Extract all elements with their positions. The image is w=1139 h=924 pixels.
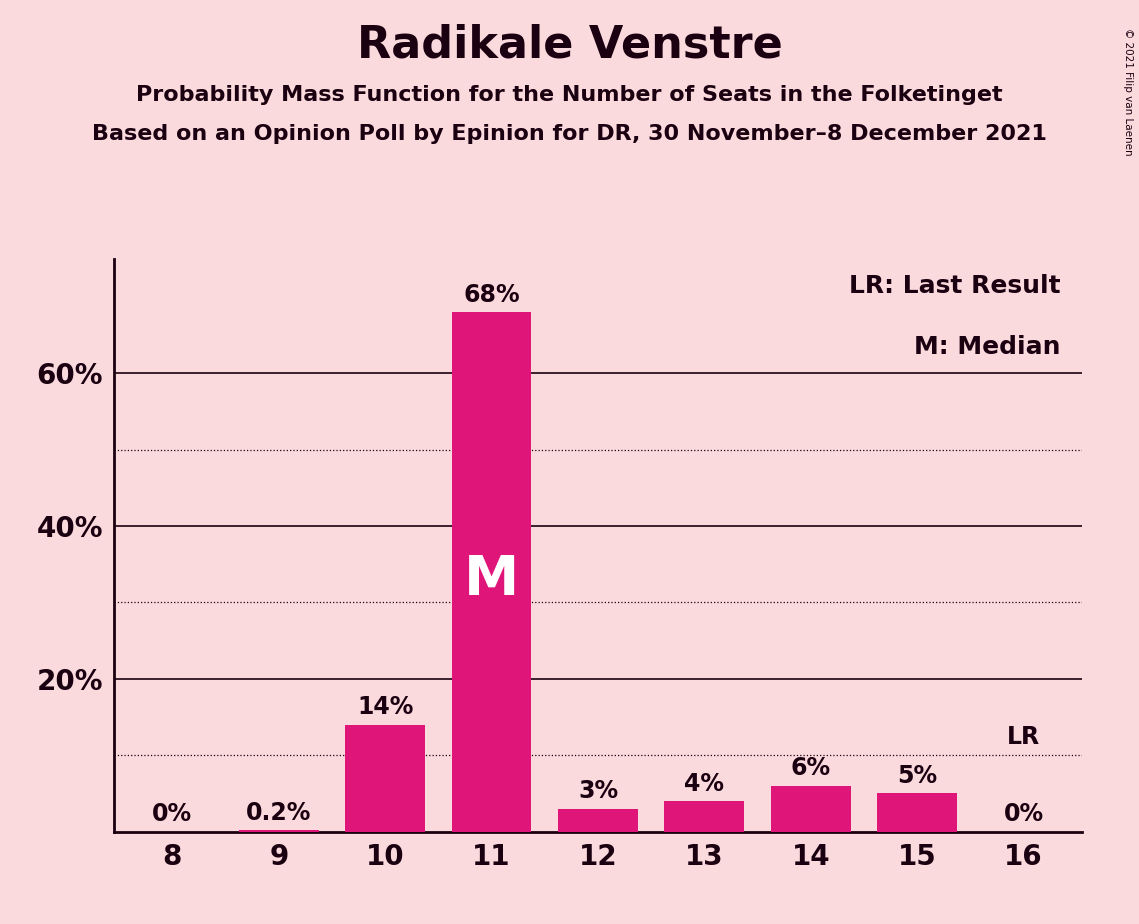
Bar <box>345 724 425 832</box>
Bar <box>558 808 638 832</box>
Text: 68%: 68% <box>464 283 519 307</box>
Text: 0%: 0% <box>153 802 192 826</box>
Text: 0%: 0% <box>1003 802 1043 826</box>
Text: Based on an Opinion Poll by Epinion for DR, 30 November–8 December 2021: Based on an Opinion Poll by Epinion for … <box>92 124 1047 144</box>
Text: 6%: 6% <box>790 757 830 781</box>
Bar <box>877 794 957 832</box>
Text: 5%: 5% <box>898 764 937 788</box>
Text: LR: LR <box>1007 725 1040 749</box>
Text: © 2021 Filip van Laenen: © 2021 Filip van Laenen <box>1123 28 1133 155</box>
Text: Probability Mass Function for the Number of Seats in the Folketinget: Probability Mass Function for the Number… <box>137 85 1002 105</box>
Text: M: M <box>464 553 519 606</box>
Text: 0.2%: 0.2% <box>246 801 311 825</box>
Text: 3%: 3% <box>577 779 618 803</box>
Text: 14%: 14% <box>357 696 413 719</box>
Bar <box>239 830 319 832</box>
Text: LR: Last Result: LR: Last Result <box>850 274 1060 298</box>
Text: M: Median: M: Median <box>915 335 1060 359</box>
Bar <box>452 312 532 832</box>
Bar <box>664 801 744 832</box>
Text: 4%: 4% <box>685 772 724 796</box>
Text: Radikale Venstre: Radikale Venstre <box>357 23 782 67</box>
Bar <box>771 785 851 832</box>
